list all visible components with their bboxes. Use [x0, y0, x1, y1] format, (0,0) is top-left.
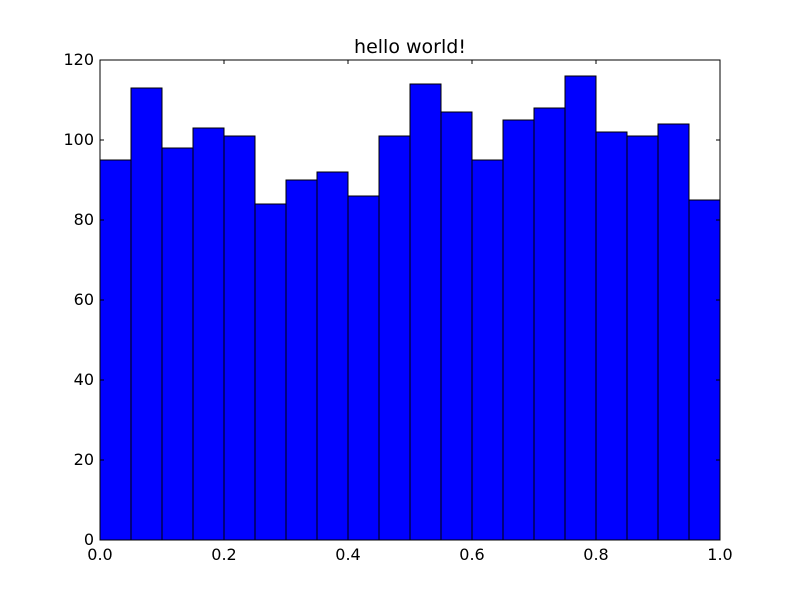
- histogram-bar: [564, 75, 597, 541]
- y-tick-label: 120: [63, 50, 94, 69]
- chart-title: hello world!: [354, 36, 466, 58]
- histogram-bar: [595, 131, 628, 541]
- histogram-bar: [471, 159, 504, 541]
- x-tick-label: 0.0: [87, 545, 112, 564]
- histogram-bar: [99, 159, 132, 541]
- histogram-bar: [192, 127, 225, 541]
- histogram-bar: [378, 135, 411, 541]
- x-tick-label: 0.6: [459, 545, 484, 564]
- bars-group: [99, 75, 721, 541]
- histogram-bar: [347, 195, 380, 541]
- histogram-bar: [440, 111, 473, 541]
- histogram-bar: [533, 107, 566, 541]
- histogram-bar: [657, 123, 690, 541]
- histogram-bar: [223, 135, 256, 541]
- y-tick-label: 40: [74, 370, 94, 389]
- x-axis: 0.0 0.2 0.4 0.6 0.8 1.0: [87, 60, 733, 564]
- x-tick-label: 0.8: [583, 545, 608, 564]
- x-tick-label: 1.0: [707, 545, 732, 564]
- y-tick-label: 20: [74, 450, 94, 469]
- histogram-bar: [130, 87, 163, 541]
- histogram-bar: [316, 171, 349, 541]
- y-tick-label: 0: [84, 530, 94, 549]
- histogram-bar: [409, 83, 442, 541]
- y-tick-label: 100: [63, 130, 94, 149]
- histogram-bar: [688, 199, 721, 541]
- x-tick-label: 0.4: [335, 545, 360, 564]
- histogram-bar: [626, 135, 659, 541]
- histogram-bar: [254, 203, 287, 541]
- histogram-bar: [285, 179, 318, 541]
- y-tick-label: 80: [74, 210, 94, 229]
- y-tick-label: 60: [74, 290, 94, 309]
- histogram-bar: [502, 119, 535, 541]
- x-tick-label: 0.2: [211, 545, 236, 564]
- histogram-bar: [161, 147, 194, 541]
- y-axis: 0 20 40 60 80 100 120: [63, 50, 720, 549]
